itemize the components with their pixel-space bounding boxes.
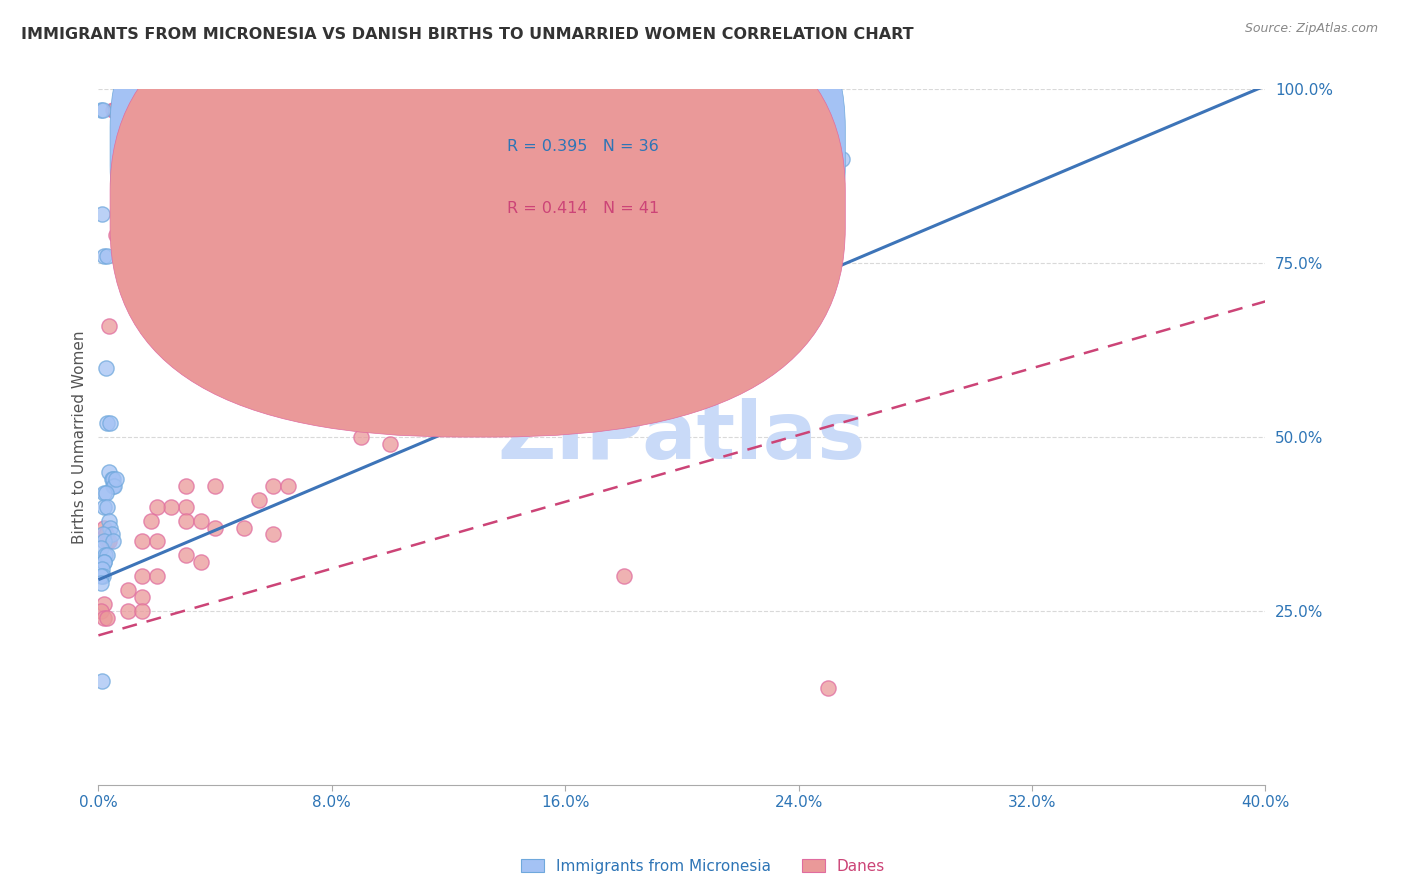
Point (117, 604, 139, 618)
Point (190, 514, 212, 528)
Point (90, 576, 112, 591)
Point (378, 437, 402, 451)
Point (100, 472, 122, 486)
Point (93, 611, 115, 625)
Point (98, 520, 121, 534)
Text: Source: ZipAtlas.com: Source: ZipAtlas.com (1244, 22, 1378, 36)
Point (94, 360, 117, 375)
Point (247, 492, 270, 507)
Point (98, 416, 121, 430)
Point (96, 534, 118, 549)
Point (101, 479, 124, 493)
Point (94, 549, 117, 563)
Point (568, 235, 591, 250)
Point (94, 485, 117, 500)
Point (90, 604, 112, 618)
Point (103, 479, 125, 493)
Point (91, 569, 114, 583)
Point (131, 604, 153, 618)
Point (174, 514, 197, 528)
Point (111, 103, 134, 117)
Point (93, 534, 115, 549)
Point (233, 520, 256, 534)
Point (96, 416, 118, 430)
Point (831, 152, 853, 166)
Point (204, 520, 226, 534)
Point (104, 228, 127, 243)
Point (93, 555, 115, 569)
FancyBboxPatch shape (110, 0, 845, 375)
Point (131, 569, 153, 583)
Point (277, 479, 299, 493)
Point (96, 611, 118, 625)
Point (101, 534, 124, 549)
Point (93, 555, 115, 569)
Point (146, 534, 169, 549)
Point (101, 472, 124, 486)
Point (90, 207, 112, 221)
Text: R = 0.414   N = 41: R = 0.414 N = 41 (506, 202, 659, 217)
Point (100, 527, 122, 541)
Point (91, 103, 114, 117)
Point (96, 500, 118, 514)
Point (204, 479, 226, 493)
Text: R = 0.395   N = 36: R = 0.395 N = 36 (506, 139, 658, 153)
Point (262, 479, 284, 493)
Point (817, 681, 839, 695)
Point (93, 520, 115, 534)
Point (97, 534, 120, 549)
Point (93, 485, 115, 500)
Point (96, 549, 118, 563)
Point (104, 472, 127, 486)
Point (146, 500, 169, 514)
Point (101, 103, 124, 117)
Point (90, 673, 112, 688)
Point (97, 465, 120, 479)
Point (96, 249, 118, 263)
FancyBboxPatch shape (110, 0, 845, 437)
Point (160, 500, 183, 514)
Point (174, 549, 197, 563)
Point (93, 249, 115, 263)
Legend: Immigrants from Micronesia, Danes: Immigrants from Micronesia, Danes (515, 853, 891, 880)
Point (174, 479, 197, 493)
Point (93, 597, 115, 611)
Point (262, 527, 284, 541)
Point (91, 527, 114, 541)
Point (94, 527, 117, 541)
Point (117, 583, 139, 598)
Point (190, 555, 212, 569)
FancyBboxPatch shape (449, 106, 775, 243)
Point (90, 569, 112, 583)
Point (350, 430, 373, 444)
Point (612, 569, 634, 583)
Point (90, 562, 112, 576)
Point (174, 500, 197, 514)
Point (97, 514, 120, 528)
Point (146, 569, 169, 583)
Text: ZIPatlas: ZIPatlas (498, 398, 866, 476)
Point (97, 318, 120, 333)
Point (131, 534, 153, 549)
Y-axis label: Births to Unmarried Women: Births to Unmarried Women (72, 330, 87, 544)
Point (90, 103, 112, 117)
Point (103, 103, 125, 117)
Point (93, 500, 115, 514)
Point (90, 541, 112, 556)
Point (131, 590, 153, 604)
Text: IMMIGRANTS FROM MICRONESIA VS DANISH BIRTHS TO UNMARRIED WOMEN CORRELATION CHART: IMMIGRANTS FROM MICRONESIA VS DANISH BIR… (21, 27, 914, 42)
Point (139, 514, 162, 528)
